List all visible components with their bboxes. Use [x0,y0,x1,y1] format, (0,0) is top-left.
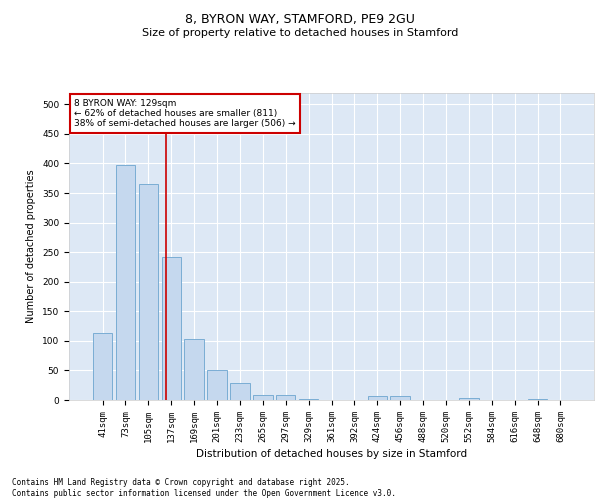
Bar [161,257,181,400]
Text: 8 BYRON WAY: 129sqm
← 62% of detached houses are smaller (811)
38% of semi-detac: 8 BYRON WAY: 129sqm ← 62% of detached ho… [74,98,296,128]
Bar [184,338,204,400]
Bar [528,399,547,400]
Text: Size of property relative to detached houses in Stamford: Size of property relative to detached ho… [142,28,458,38]
Text: Contains HM Land Registry data © Crown copyright and database right 2025.
Contai: Contains HM Land Registry data © Crown c… [12,478,396,498]
Bar [139,184,158,400]
Bar [116,164,135,400]
Bar [391,396,410,400]
Bar [230,383,250,400]
Text: 8, BYRON WAY, STAMFORD, PE9 2GU: 8, BYRON WAY, STAMFORD, PE9 2GU [185,12,415,26]
X-axis label: Distribution of detached houses by size in Stamford: Distribution of detached houses by size … [196,449,467,459]
Bar [93,333,112,400]
Bar [253,394,272,400]
Y-axis label: Number of detached properties: Number of detached properties [26,170,37,323]
Bar [368,396,387,400]
Bar [276,394,295,400]
Bar [208,370,227,400]
Bar [459,398,479,400]
